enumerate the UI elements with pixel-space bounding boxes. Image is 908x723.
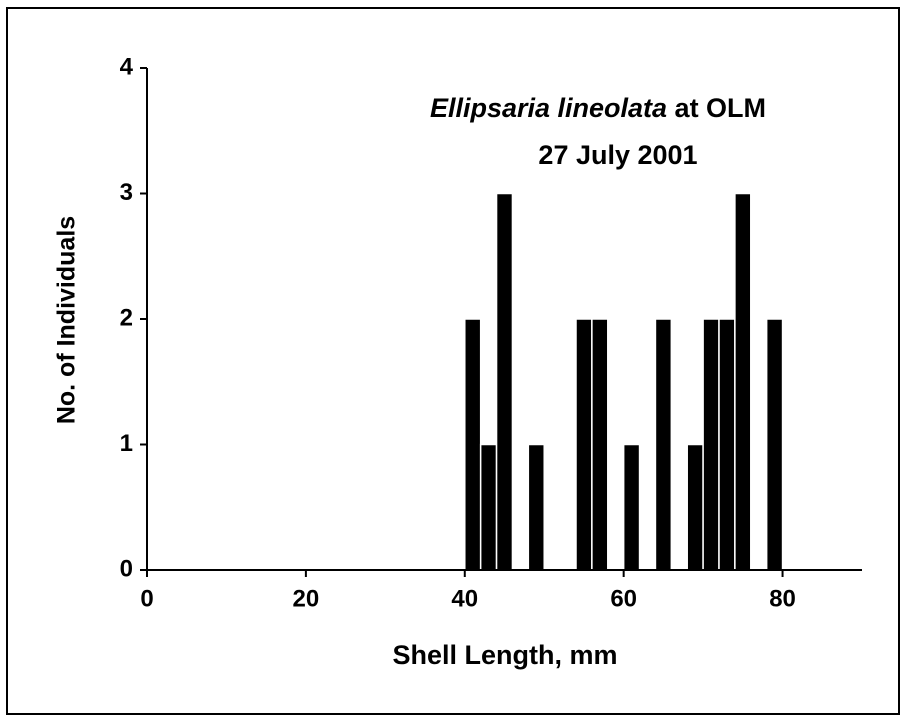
bar (479, 443, 498, 571)
y-tick-label: 4 (120, 53, 134, 80)
x-tick-label: 20 (293, 585, 320, 612)
bar (527, 443, 545, 571)
bar (591, 318, 609, 571)
x-tick-label: 0 (140, 585, 153, 612)
y-axis-label: No. of Individuals (53, 216, 81, 424)
x-tick-label: 80 (769, 585, 796, 612)
chart-subtitle: 27 July 2001 (538, 140, 697, 170)
x-axis-label: Shell Length, mm (392, 640, 617, 670)
bar (734, 192, 752, 571)
bar (718, 318, 736, 571)
bar (622, 443, 641, 571)
y-tick-label: 0 (120, 555, 133, 582)
bar (686, 443, 704, 571)
bar (575, 318, 593, 571)
bar (495, 192, 514, 571)
bar (654, 318, 673, 571)
title-suffix: at OLM (675, 93, 767, 123)
title-species: Ellipsaria lineolata (430, 93, 667, 123)
bar (464, 318, 482, 571)
x-tick-label: 40 (451, 585, 478, 612)
bar (765, 318, 784, 571)
y-tick-label: 2 (120, 304, 133, 331)
frame (6, 7, 900, 715)
chart-title: Ellipsaria lineolata at OLM (430, 93, 766, 123)
x-tick-label: 60 (610, 585, 637, 612)
bar (702, 318, 720, 571)
y-tick-label: 3 (120, 179, 133, 206)
y-tick-label: 1 (120, 430, 133, 457)
